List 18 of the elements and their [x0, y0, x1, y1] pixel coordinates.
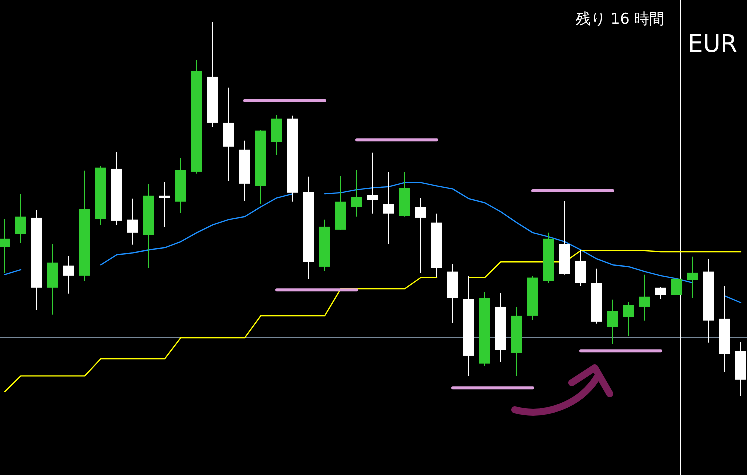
candlestick	[368, 152, 378, 214]
candlestick	[384, 171, 394, 245]
candlestick	[352, 170, 362, 218]
annotation: EUR	[688, 30, 738, 58]
candlestick	[608, 299, 618, 345]
candlestick	[64, 256, 74, 294]
candlestick	[640, 274, 650, 322]
candlestick	[128, 198, 138, 246]
candlestick	[576, 250, 586, 287]
candlestick	[688, 256, 698, 299]
candlestick	[416, 198, 426, 274]
annotation: 残り 16 時間	[576, 10, 665, 28]
candlestick	[16, 194, 26, 244]
candlestick	[0, 218, 10, 274]
candlestick	[656, 286, 666, 300]
candlestick	[272, 114, 282, 156]
candlestick	[624, 302, 634, 337]
candlestick	[224, 87, 234, 182]
